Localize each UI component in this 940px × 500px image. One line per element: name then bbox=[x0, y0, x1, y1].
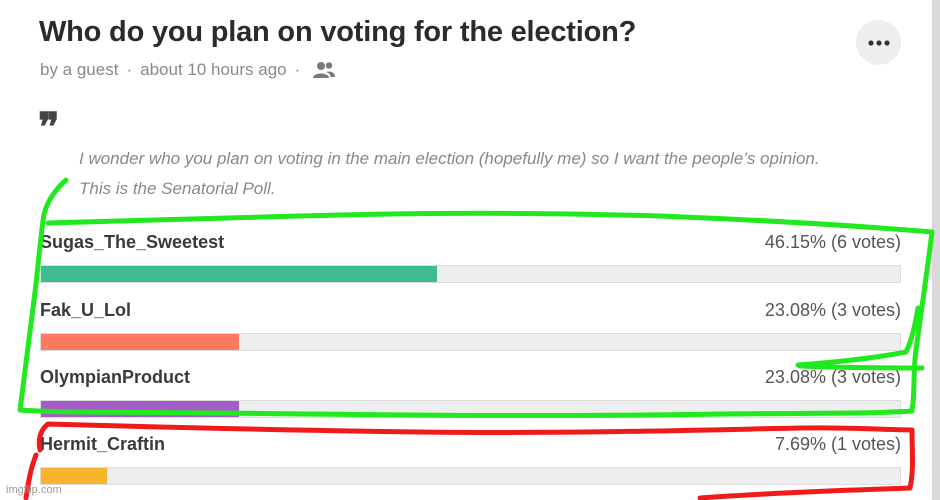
option-result: 7.69% (1 votes) bbox=[774, 434, 901, 454]
option-label: OlympianProduct bbox=[40, 367, 191, 387]
time-text: about 10 hours ago bbox=[140, 60, 287, 79]
option-label: Fak_U_Lol bbox=[40, 300, 132, 320]
poll-option-2: OlympianProduct 23.08% (3 votes) bbox=[40, 367, 901, 418]
users-icon bbox=[312, 61, 336, 79]
quote-icon: ❞ bbox=[38, 104, 60, 151]
meta-separator: · bbox=[294, 60, 301, 79]
result-bar-fill bbox=[41, 468, 108, 484]
result-bar bbox=[40, 467, 901, 485]
page-edge bbox=[932, 0, 940, 500]
poll-option-1: Fak_U_Lol 23.08% (3 votes) bbox=[40, 300, 901, 351]
result-bar-fill bbox=[41, 334, 240, 350]
more-options-button[interactable] bbox=[856, 20, 901, 65]
watermark: imgflip.com bbox=[6, 484, 62, 496]
meta-separator: · bbox=[126, 60, 133, 79]
poll-title: Who do you plan on voting for the electi… bbox=[39, 16, 637, 48]
result-bar bbox=[40, 265, 901, 283]
more-horizontal-icon bbox=[867, 39, 890, 46]
option-result: 46.15% (6 votes) bbox=[764, 232, 901, 252]
result-bar bbox=[40, 400, 901, 418]
result-bar-fill bbox=[41, 266, 438, 282]
option-label: Hermit_Craftin bbox=[40, 434, 166, 454]
poll-description: I wonder who you plan on voting in the m… bbox=[79, 149, 820, 198]
option-result: 23.08% (3 votes) bbox=[764, 300, 901, 320]
poll-option-3: Hermit_Craftin 7.69% (1 votes) bbox=[40, 434, 901, 485]
result-bar bbox=[40, 333, 901, 351]
result-bar-fill bbox=[41, 401, 240, 417]
option-result: 23.08% (3 votes) bbox=[764, 367, 901, 387]
author-text: by a guest bbox=[40, 60, 119, 79]
poll-option-0: Sugas_The_Sweetest 46.15% (6 votes) bbox=[40, 232, 901, 283]
option-label: Sugas_The_Sweetest bbox=[40, 232, 225, 252]
poll-meta: by a guest · about 10 hours ago · bbox=[40, 60, 336, 80]
